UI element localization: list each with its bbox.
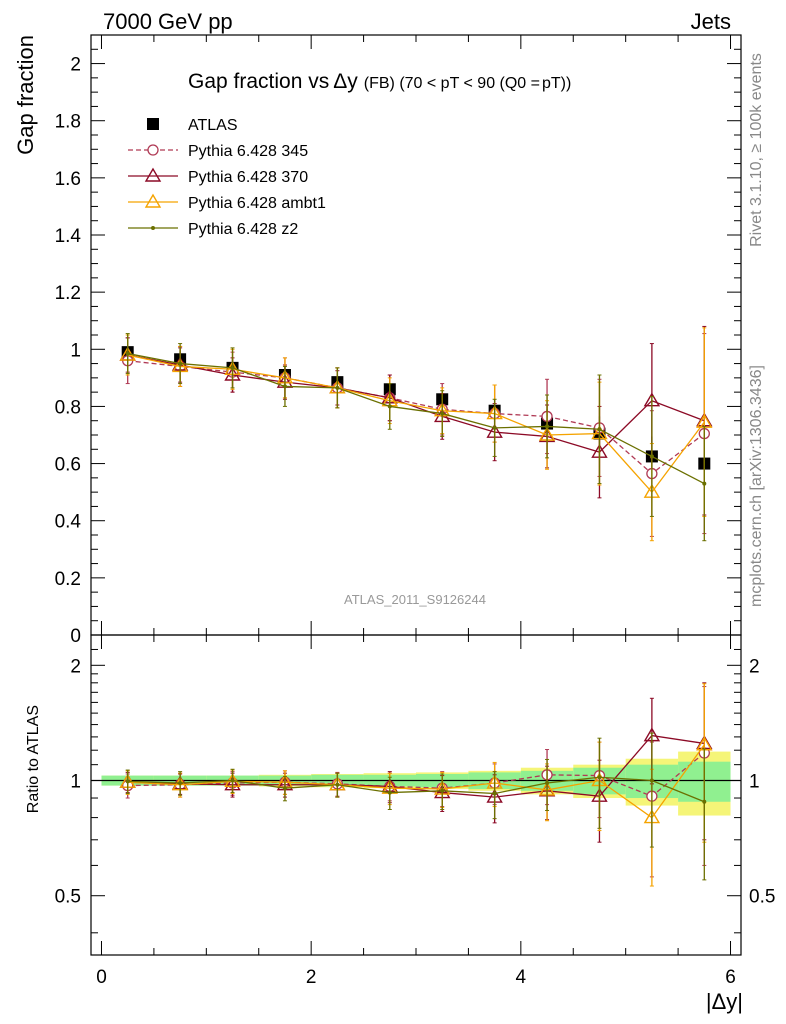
title-main: Gap fraction vs — [188, 70, 329, 93]
main-pythia-6-428-z2-point-10 — [649, 454, 654, 459]
main-ytick-label-10: 2 — [70, 55, 81, 76]
analysis-watermark: ATLAS_2011_S9126244 — [344, 592, 486, 607]
main-pythia-6-428-z2-point-9 — [597, 427, 602, 432]
ratio-ytick-label-0: 0.5 — [55, 887, 81, 908]
main-pythia-6-428-z2-point-2 — [230, 365, 235, 370]
main-pythia-6-428-z2-point-4 — [335, 385, 340, 390]
title-close: )) — [561, 75, 572, 92]
legend-item-pythia-6-428-370: Pythia 6.428 370 — [128, 167, 308, 186]
ratio-pythia-6-428-z2-line — [127, 776, 705, 803]
main-ytick-label-5: 1 — [70, 340, 81, 361]
legend-label-pythia-6-428-370: Pythia 6.428 370 — [188, 169, 308, 186]
main-ytick-label-6: 1.2 — [55, 283, 81, 304]
main-pythia-6-428-z2-point-3 — [282, 384, 287, 389]
ratio-panel: 0.5 0.5 1 1 2 2 0 2 4 6 — [55, 635, 775, 988]
ratio-pythia-6-428-z2-point-2 — [230, 778, 235, 783]
mcplots-label: mcplots.cern.ch [arXiv:1306.3436] — [748, 365, 765, 607]
ylabel-gap-fraction: Gap fraction — [13, 35, 38, 155]
legend-item-pythia-6-428-z2: Pythia 6.428 z2 — [128, 221, 298, 238]
ratio-ytick-label-right-0: 0.5 — [749, 887, 775, 908]
main-ytick-label-2: 0.4 — [55, 512, 82, 533]
legend-label-atlas: ATLAS — [188, 117, 238, 134]
ratio-pythia-6-428-z2-point-8 — [545, 781, 550, 786]
main-ytick-label-7: 1.4 — [55, 226, 82, 247]
ylabel-ratio: Ratio to ATLAS — [25, 705, 42, 813]
main-pythia-6-428-ambt1-line — [127, 354, 705, 494]
main-pythia-6-428-z2-point-1 — [178, 361, 183, 366]
main-panel: 0 0.2 0.4 0.6 0.8 1 1.2 1.4 1.6 1.8 2 — [55, 35, 741, 647]
main-ytick-label-9: 1.8 — [55, 112, 81, 133]
ratio-pythia-6-428-z2-point-6 — [440, 788, 445, 793]
main-pythia-6-428-z2-line — [127, 352, 705, 485]
main-pythia-6-428-z2-point-0 — [125, 351, 130, 356]
main-pythia-6-428-z2-point-7 — [492, 425, 497, 430]
legend-label-pythia-6-428-ambt1: Pythia 6.428 ambt1 — [188, 195, 326, 212]
ratio-pythia-6-428-z2-point-11 — [702, 799, 707, 804]
legend-item-pythia-6-428-ambt1: Pythia 6.428 ambt1 — [128, 193, 326, 212]
legend-marker-pythia-6-428-z2 — [151, 226, 155, 230]
ratio-xtick-label-0: 0 — [96, 967, 107, 988]
main-ytick-label-4: 0.8 — [55, 397, 81, 418]
main-pythia-6-428-z2-point-5 — [387, 404, 392, 409]
main-series-atlas — [121, 343, 711, 487]
main-pythia-6-428-345-line — [127, 360, 705, 475]
legend-label-pythia-6-428-z2: Pythia 6.428 z2 — [188, 221, 298, 238]
ratio-ytick-label-1: 1 — [70, 772, 81, 793]
ratio-ytick-label-2: 2 — [70, 656, 81, 677]
main-pythia-6-428-z2-point-11 — [702, 481, 707, 486]
xlabel: |Δy| — [706, 989, 743, 1014]
header-energy: 7000 GeV pp — [103, 9, 233, 34]
main-series-pythia-6-428-z2 — [125, 333, 707, 542]
plot-title: Gap fraction vs Δy (FB) (70 < pT < 90 (Q0 … — [188, 70, 571, 93]
legend: ATLAS Pythia 6.428 345 Pythia 6.428 370 Pyt… — [128, 117, 326, 238]
title-suffix: (FB) (70 < pT < 90 (Q0 = — [364, 75, 540, 92]
ratio-pythia-6-428-z2-point-9 — [597, 775, 602, 780]
ratio-ytick-label-right-1: 1 — [749, 772, 760, 793]
main-ytick-label-1: 0.2 — [55, 569, 81, 590]
legend-item-pythia-6-428-345: Pythia 6.428 345 — [128, 143, 308, 160]
header-process: Jets — [691, 9, 731, 34]
ratio-pythia-6-428-ambt1-line — [127, 744, 705, 819]
legend-marker-pythia-6-428-370 — [144, 167, 162, 182]
ratio-xtick-label-2: 4 — [516, 967, 527, 988]
ratio-series-pythia-6-428-z2 — [125, 732, 707, 881]
legend-item-atlas: ATLAS — [147, 117, 238, 134]
main-pythia-6-428-z2-point-8 — [545, 424, 550, 429]
ratio-ytick-label-right-2: 2 — [749, 656, 760, 677]
main-ytick-label-0: 0 — [70, 626, 81, 647]
main-ytick-label-3: 0.6 — [55, 455, 81, 476]
title-bar: pT — [542, 75, 561, 92]
main-series-pythia-6-428-345 — [122, 333, 710, 537]
ratio-pythia-6-428-z2-point-5 — [387, 790, 392, 795]
legend-marker-pythia-6-428-345 — [147, 144, 159, 156]
ratio-pythia-6-428-z2-point-3 — [282, 786, 287, 791]
ratio-pythia-6-428-z2-point-10 — [649, 778, 654, 783]
ratio-pythia-6-428-z2-point-1 — [178, 781, 183, 786]
ratio-pythia-6-428-z2-point-7 — [492, 791, 497, 796]
ratio-pythia-6-428-z2-point-0 — [125, 779, 130, 784]
rivet-label: Rivet 3.1.10, ≥ 100k events — [748, 53, 765, 247]
main-ytick-label-8: 1.6 — [55, 169, 81, 190]
ratio-xtick-label-3: 6 — [725, 967, 736, 988]
title-delta: Δy — [333, 70, 358, 93]
main-pythia-6-428-z2-point-6 — [440, 411, 445, 416]
ratio-xtick-label-1: 2 — [306, 967, 317, 988]
ratio-series-pythia-6-428-370 — [119, 682, 713, 843]
legend-label-pythia-6-428-345: Pythia 6.428 345 — [188, 143, 308, 160]
legend-marker-pythia-6-428-ambt1 — [144, 193, 162, 208]
legend-marker-atlas — [147, 118, 159, 130]
main-series-pythia-6-428-ambt1 — [119, 327, 713, 542]
main-series-pythia-6-428-370 — [119, 325, 713, 516]
ratio-pythia-6-428-345-line — [127, 752, 705, 797]
ratio-pythia-6-428-z2-point-4 — [335, 782, 340, 787]
